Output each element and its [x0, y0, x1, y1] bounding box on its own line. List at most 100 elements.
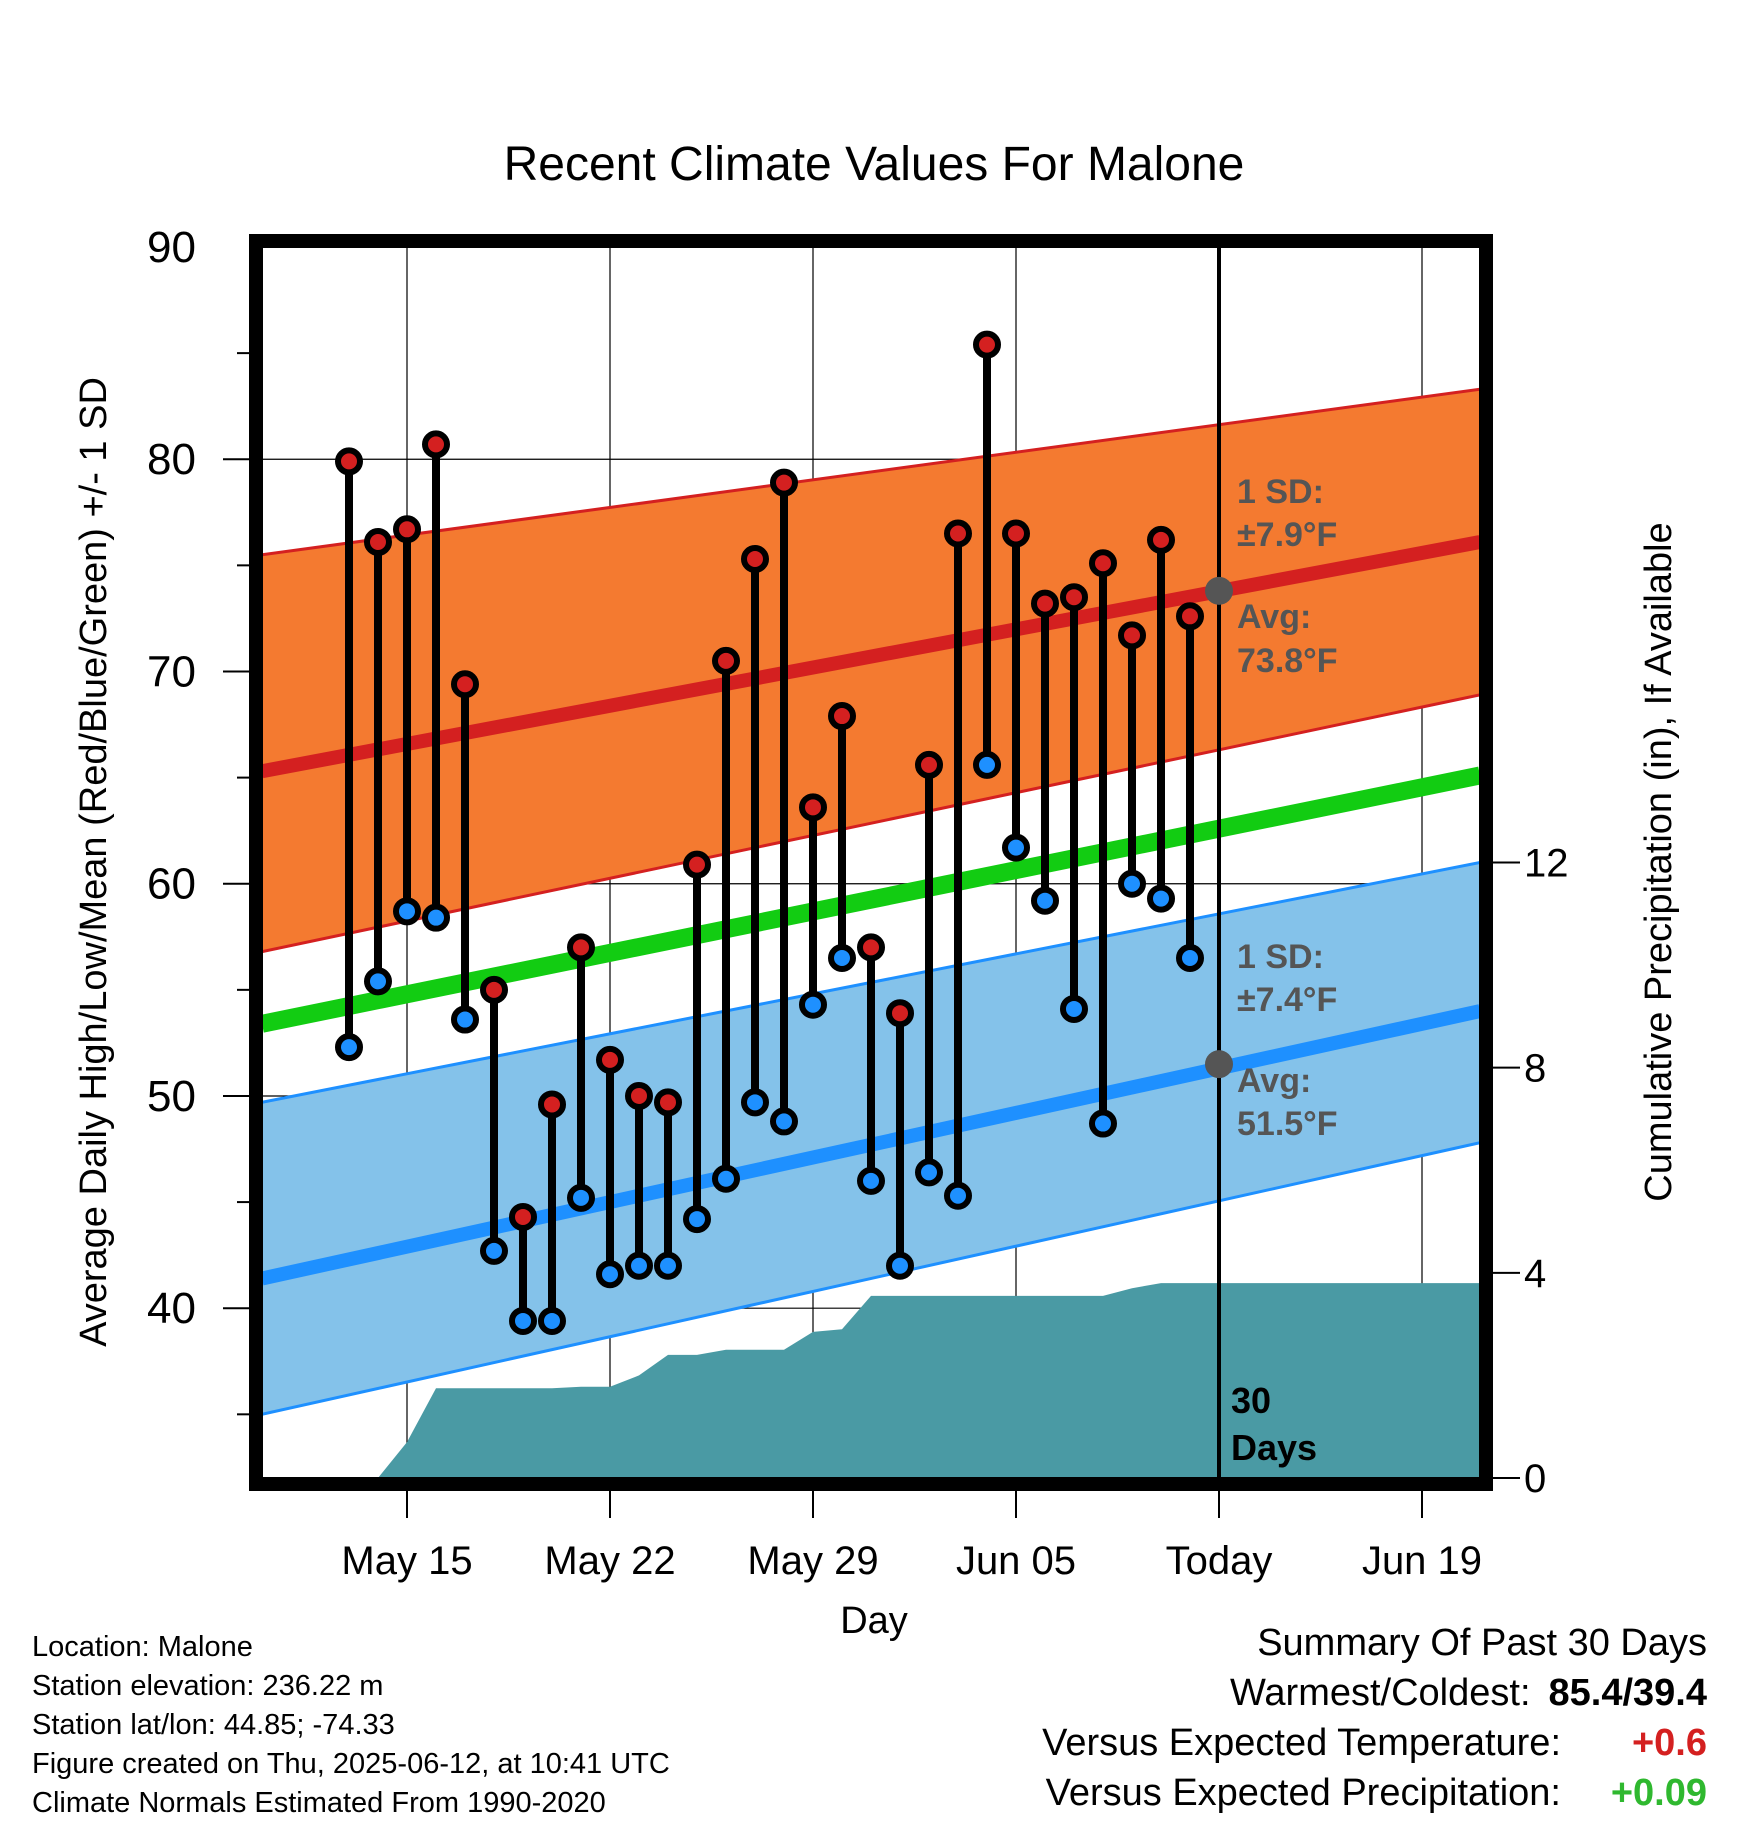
high-point	[625, 1081, 653, 1110]
temp-label: Versus Expected Temperature:	[1042, 1722, 1561, 1764]
high-point	[741, 544, 769, 573]
low-point	[799, 990, 827, 1019]
x-tick-label: May 29	[747, 1539, 878, 1583]
high-point	[364, 528, 392, 557]
low-avg-value: 51.5°F	[1237, 1105, 1338, 1143]
low-point	[451, 1005, 479, 1034]
low-point	[1176, 944, 1204, 973]
high-avg-marker	[1205, 576, 1233, 605]
high-point	[335, 447, 363, 476]
precip-label: Versus Expected Precipitation:	[1045, 1772, 1561, 1814]
y-axis-label: Average Daily High/Low/Mean (Red/Blue/Gr…	[73, 377, 115, 1347]
high-point	[828, 702, 856, 731]
low-avg-marker	[1205, 1050, 1233, 1079]
low-sd-label: 1 SD:	[1237, 938, 1324, 976]
low-point	[770, 1107, 798, 1136]
y-tick-label: 70	[147, 647, 196, 696]
low-point	[741, 1088, 769, 1117]
high-point	[1118, 621, 1146, 650]
temp-row: Versus Expected Temperature: +0.6	[1042, 1718, 1707, 1768]
y-tick-label: 90	[147, 223, 196, 272]
chart-title: Recent Climate Values For Malone	[504, 138, 1245, 191]
low-point	[480, 1236, 508, 1265]
high-sd-label: 1 SD:	[1237, 473, 1324, 511]
precip-row: Versus Expected Precipitation: +0.09	[1042, 1768, 1707, 1818]
y-tick-label: 60	[147, 860, 196, 909]
low-point	[509, 1306, 537, 1335]
x-tick-label: May 15	[341, 1539, 472, 1583]
normals-text: Climate Normals Estimated From 1990-2020	[32, 1787, 606, 1819]
high-point	[915, 750, 943, 779]
high-point	[480, 975, 508, 1004]
low-point	[886, 1251, 914, 1280]
low-point	[422, 903, 450, 932]
y-tick-label: 80	[147, 435, 196, 484]
high-point	[1060, 583, 1088, 612]
y2-tick-label: 4	[1524, 1252, 1546, 1296]
high-point	[1089, 549, 1117, 578]
low-point	[1089, 1109, 1117, 1138]
warm-cold-value: 85.4/39.4	[1548, 1672, 1707, 1714]
y2-axis-label: Cumulative Precipitation (in), If Availa…	[1638, 522, 1680, 1201]
low-point	[1147, 884, 1175, 913]
high-avg-label: Avg:	[1237, 598, 1311, 636]
high-avg-value: 73.8°F	[1237, 642, 1338, 680]
high-sd-value: ±7.9°F	[1237, 516, 1337, 554]
low-point	[364, 967, 392, 996]
high-point	[799, 793, 827, 822]
low-sd-value: ±7.4°F	[1237, 981, 1337, 1019]
high-point	[683, 850, 711, 879]
high-point	[712, 646, 740, 675]
days-count-label: 30	[1231, 1380, 1271, 1421]
low-point	[335, 1033, 363, 1062]
low-point	[712, 1164, 740, 1193]
precip-value: +0.09	[1610, 1772, 1707, 1814]
summary-panel: Summary Of Past 30 Days Warmest/Coldest:…	[1042, 1618, 1707, 1818]
high-point	[509, 1202, 537, 1231]
low-point	[683, 1205, 711, 1234]
high-point	[422, 430, 450, 459]
low-point	[625, 1251, 653, 1280]
high-point	[944, 519, 972, 548]
high-sd-band	[262, 389, 1480, 952]
x-axis-label: Day	[840, 1600, 908, 1642]
elevation-text: Station elevation: 236.22 m	[32, 1670, 384, 1702]
days-unit-label: Days	[1231, 1427, 1317, 1468]
high-point	[596, 1045, 624, 1074]
station-info: Location: Malone Station elevation: 236.…	[32, 1628, 670, 1823]
low-point	[567, 1183, 595, 1212]
high-point	[567, 933, 595, 962]
low-point	[1002, 833, 1030, 862]
high-point	[1176, 602, 1204, 631]
low-point	[1031, 886, 1059, 915]
low-point	[944, 1181, 972, 1210]
high-point	[1002, 519, 1030, 548]
high-point	[1031, 589, 1059, 618]
high-point	[857, 933, 885, 962]
low-point	[538, 1306, 566, 1335]
low-point	[393, 897, 421, 926]
low-point	[828, 944, 856, 973]
low-point	[1060, 994, 1088, 1023]
plot-area: 1 SD: ±7.9°F Avg: 73.8°F 1 SD: ±7.4°F Avg: 51.5…	[262, 247, 1480, 1478]
summary-title: Summary Of Past 30 Days	[1257, 1622, 1707, 1664]
low-point	[1118, 869, 1146, 898]
low-point	[973, 750, 1001, 779]
latlon-text: Station lat/lon: 44.85; -74.33	[32, 1709, 395, 1741]
high-point	[393, 515, 421, 544]
plot-clip-group	[262, 247, 1480, 1478]
high-point	[451, 670, 479, 699]
high-point	[886, 999, 914, 1028]
high-point	[654, 1088, 682, 1117]
created-text: Figure created on Thu, 2025-06-12, at 10…	[32, 1748, 670, 1780]
location-text: Location: Malone	[32, 1631, 253, 1663]
warm-cold-row: Warmest/Coldest: 85.4/39.4	[1042, 1668, 1707, 1718]
low-point	[596, 1260, 624, 1289]
low-point	[915, 1158, 943, 1187]
low-sd-lower-line	[262, 1141, 1480, 1416]
x-tick-label: Jun 05	[956, 1539, 1076, 1583]
high-point	[973, 330, 1001, 359]
y2-tick-label: 8	[1524, 1047, 1546, 1091]
y2-tick-label: 12	[1524, 842, 1569, 886]
